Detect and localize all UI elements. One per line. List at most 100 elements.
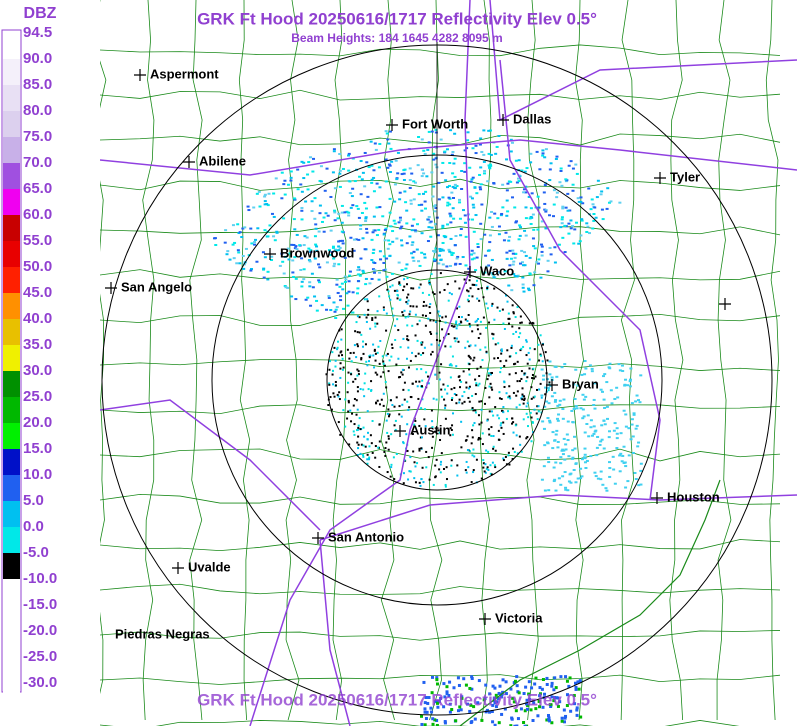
echo-pixel bbox=[561, 205, 565, 208]
echo-pixel bbox=[592, 398, 596, 401]
echo-pixel bbox=[466, 298, 469, 301]
echo-pixel bbox=[579, 407, 583, 410]
echo-pixel bbox=[482, 316, 485, 319]
echo-pixel bbox=[511, 417, 514, 420]
echo-pixel bbox=[498, 309, 501, 312]
echo-pixel bbox=[584, 395, 588, 398]
echo-pixel bbox=[424, 324, 427, 327]
echo-pixel bbox=[454, 340, 457, 343]
echo-pixel bbox=[287, 258, 291, 261]
echo-pixel bbox=[444, 417, 447, 420]
echo-pixel bbox=[485, 302, 488, 305]
echo-pixel bbox=[530, 416, 533, 419]
echo-pixel bbox=[508, 317, 511, 320]
echo-pixel bbox=[580, 218, 584, 221]
echo-pixel bbox=[354, 378, 357, 381]
echo-pixel bbox=[450, 398, 453, 401]
echo-pixel bbox=[537, 262, 541, 265]
echo-pixel bbox=[367, 388, 370, 391]
echo-pixel bbox=[467, 387, 470, 390]
echo-pixel bbox=[529, 708, 533, 712]
echo-pixel bbox=[414, 230, 418, 233]
echo-pixel bbox=[232, 257, 236, 260]
echo-pixel bbox=[449, 251, 453, 254]
echo-pixel bbox=[474, 320, 477, 323]
echo-pixel bbox=[397, 261, 401, 264]
echo-pixel bbox=[493, 686, 497, 690]
echo-pixel bbox=[615, 427, 619, 430]
city-label: Waco bbox=[480, 263, 514, 278]
echo-pixel bbox=[416, 323, 419, 326]
city-label: San Antonio bbox=[328, 529, 404, 544]
echo-pixel bbox=[517, 238, 521, 241]
echo-pixel bbox=[382, 261, 386, 264]
echo-pixel bbox=[485, 467, 488, 470]
echo-pixel bbox=[469, 180, 473, 183]
legend-label: 80.0 bbox=[23, 102, 52, 119]
echo-pixel bbox=[449, 345, 452, 348]
echo-pixel bbox=[426, 218, 430, 221]
echo-pixel bbox=[473, 283, 476, 286]
echo-pixel bbox=[438, 291, 441, 294]
echo-pixel bbox=[263, 195, 267, 198]
echo-pixel bbox=[369, 434, 372, 437]
echo-pixel bbox=[422, 149, 426, 152]
echo-pixel bbox=[583, 461, 587, 464]
echo-pixel bbox=[344, 278, 348, 281]
echo-pixel bbox=[507, 396, 510, 399]
echo-pixel bbox=[558, 403, 562, 406]
echo-pixel bbox=[477, 288, 480, 291]
echo-pixel bbox=[470, 249, 474, 252]
echo-pixel bbox=[537, 343, 540, 346]
echo-pixel bbox=[518, 435, 521, 438]
echo-pixel bbox=[478, 143, 482, 146]
echo-pixel bbox=[349, 352, 352, 355]
echo-pixel bbox=[425, 304, 428, 307]
echo-pixel bbox=[296, 168, 300, 171]
echo-pixel bbox=[488, 433, 491, 436]
echo-pixel bbox=[603, 406, 607, 409]
echo-pixel bbox=[390, 466, 393, 469]
legend-swatch bbox=[3, 371, 20, 397]
echo-pixel bbox=[545, 683, 549, 687]
echo-pixel bbox=[440, 452, 443, 455]
echo-pixel bbox=[350, 311, 353, 314]
echo-pixel bbox=[514, 316, 517, 319]
echo-pixel bbox=[250, 242, 254, 245]
echo-pixel bbox=[353, 397, 356, 400]
echo-pixel bbox=[525, 437, 528, 440]
echo-pixel bbox=[505, 392, 508, 395]
echo-pixel bbox=[372, 271, 376, 274]
echo-pixel bbox=[486, 368, 489, 371]
echo-pixel bbox=[481, 432, 484, 435]
echo-pixel bbox=[409, 470, 412, 473]
echo-pixel bbox=[357, 424, 360, 427]
echo-pixel bbox=[559, 483, 563, 486]
echo-pixel bbox=[340, 204, 344, 207]
echo-pixel bbox=[527, 351, 530, 354]
echo-pixel bbox=[576, 384, 580, 387]
echo-pixel bbox=[439, 696, 443, 700]
echo-pixel bbox=[601, 218, 605, 221]
echo-pixel bbox=[489, 372, 492, 375]
echo-pixel bbox=[453, 386, 456, 389]
echo-pixel bbox=[581, 417, 585, 420]
echo-pixel bbox=[280, 197, 284, 200]
echo-pixel bbox=[484, 463, 487, 466]
echo-pixel bbox=[375, 401, 378, 404]
echo-pixel bbox=[411, 351, 414, 354]
echo-pixel bbox=[581, 408, 585, 411]
echo-pixel bbox=[413, 229, 417, 232]
echo-pixel bbox=[488, 385, 491, 388]
echo-pixel bbox=[613, 397, 617, 400]
echo-pixel bbox=[330, 251, 334, 254]
echo-pixel bbox=[486, 466, 489, 469]
echo-pixel bbox=[416, 339, 419, 342]
echo-pixel bbox=[329, 253, 333, 256]
echo-pixel bbox=[302, 244, 306, 247]
echo-pixel bbox=[418, 380, 421, 383]
echo-pixel bbox=[612, 468, 616, 471]
echo-pixel bbox=[325, 373, 328, 376]
echo-pixel bbox=[516, 380, 519, 383]
